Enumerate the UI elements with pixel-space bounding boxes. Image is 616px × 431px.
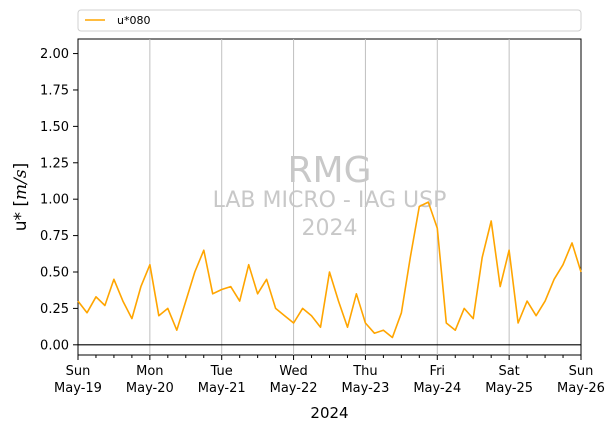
y-tick-label: 1.00 [40, 193, 69, 208]
y-axis-label-unit: m/s [11, 169, 31, 200]
legend: u*080 [77, 9, 582, 32]
x-tick-label-day: Thu [352, 364, 377, 379]
x-tick-label-date: May-21 [198, 381, 246, 396]
x-tick-label-day: Sun [66, 364, 91, 379]
y-axis-label-base: u* [ [11, 200, 31, 231]
x-tick-label-day: Sat [498, 364, 519, 379]
watermark-line2: LAB MICRO - IAG USP [213, 188, 447, 213]
y-tick-label: 0.00 [40, 338, 69, 353]
x-tick-label-date: May-23 [341, 381, 389, 396]
x-gridlines [149, 39, 510, 355]
x-tick-label-day: Tue [210, 364, 233, 379]
legend-box [77, 9, 582, 32]
x-axis-ticks: Sun May-19 Mon May-20 Tue May-21 Wed May-22 Thu M… [54, 355, 605, 396]
x-tick-label-date: May-20 [126, 381, 174, 396]
y-axis-label-end: ] [11, 163, 31, 170]
legend-label-u080: u*080 [117, 14, 150, 27]
x-tick-label-day: Sun [569, 364, 594, 379]
watermark: RMG LAB MICRO - IAG USP 2024 [213, 150, 447, 241]
series-line-u080 [77, 201, 582, 339]
y-tick-label: 0.50 [40, 265, 69, 280]
x-tick-label-date: May-19 [54, 381, 102, 396]
y-tick-label: 2.00 [40, 47, 69, 62]
x-tick-label-date: May-25 [485, 381, 533, 396]
x-tick-label-day: Wed [279, 364, 307, 379]
y-tick-label: 1.75 [40, 83, 69, 98]
x-tick-label-date: May-24 [413, 381, 461, 396]
y-tick-label: 1.25 [40, 156, 69, 171]
y-tick-label: 0.25 [40, 302, 69, 317]
y-tick-label: 1.50 [40, 120, 69, 135]
x-tick-label-date: May-22 [270, 381, 318, 396]
watermark-line1: RMG [288, 150, 372, 191]
y-axis-ticks: 0.00 0.25 0.50 0.75 1.00 1.25 1.50 1.75 2.00 [40, 47, 78, 353]
watermark-line3: 2024 [302, 216, 358, 241]
y-tick-label: 0.75 [40, 229, 69, 244]
y-axis-label: u* [m/s] [11, 163, 31, 232]
x-tick-label-date: May-26 [557, 381, 605, 396]
x-tick-label-day: Mon [136, 364, 163, 379]
plot-area [77, 38, 582, 356]
x-tick-label-day: Fri [430, 364, 446, 379]
x-axis-label: 2024 [310, 404, 348, 422]
